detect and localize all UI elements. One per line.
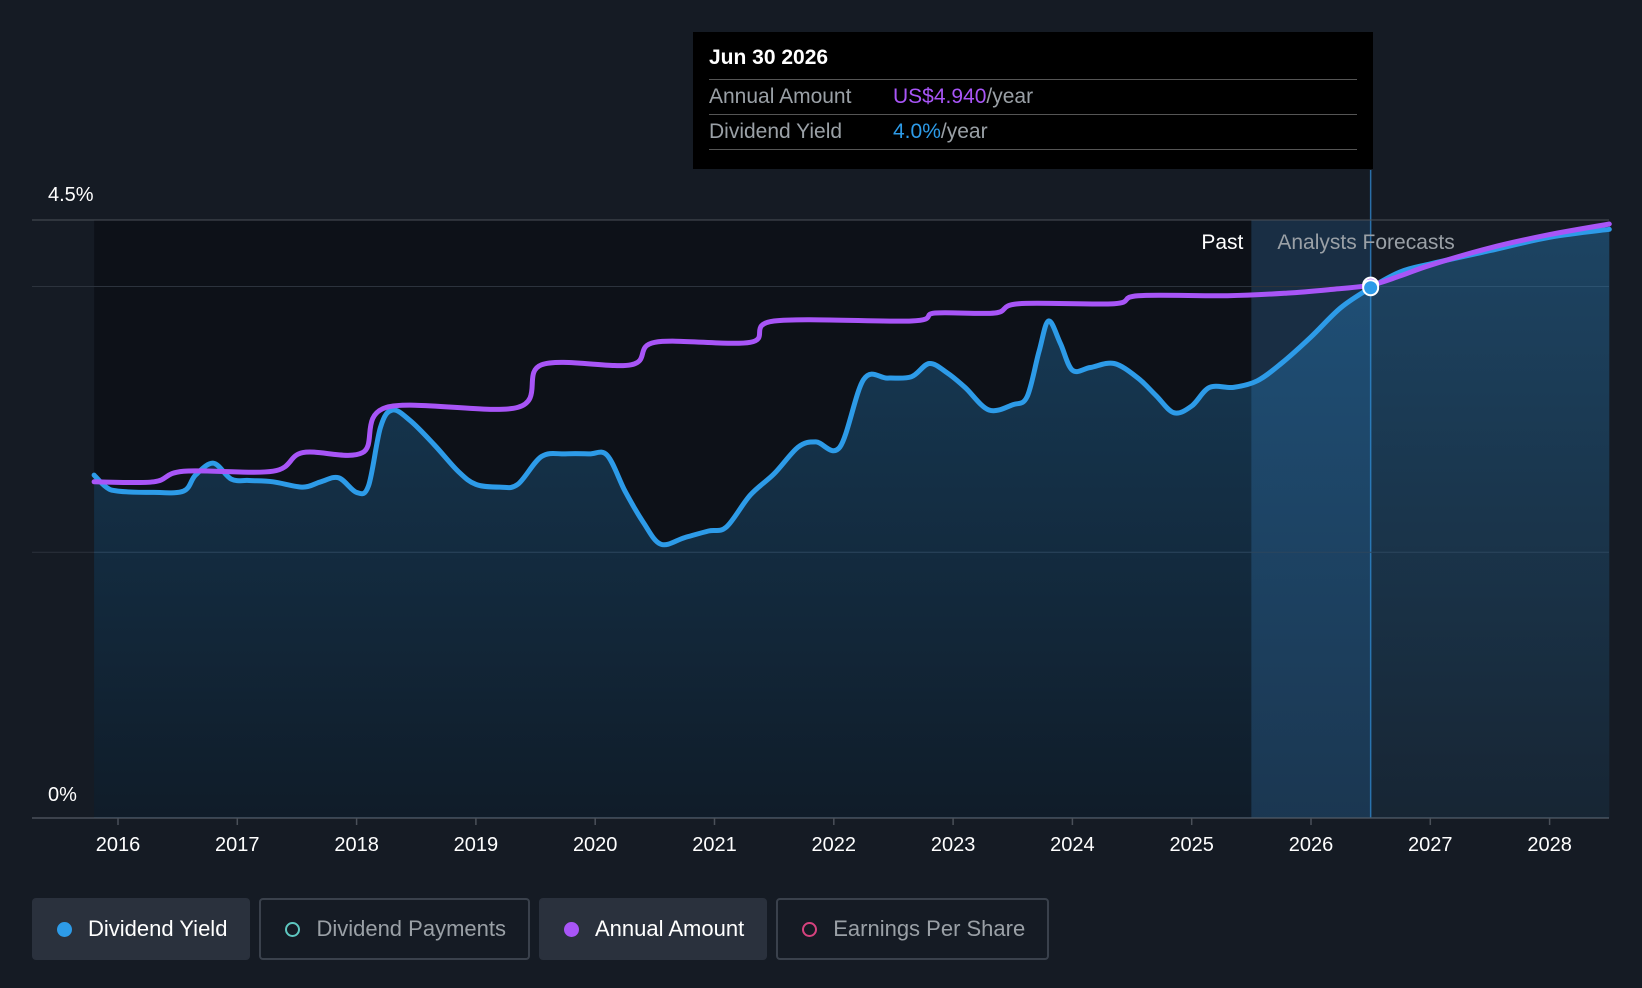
- annual-amount-dot-icon: [563, 921, 579, 937]
- legend-dividend-payments[interactable]: Dividend Payments: [259, 898, 530, 960]
- dividend-yield-line: [91, 226, 1612, 548]
- y-tick-label: 0%: [48, 784, 77, 806]
- dividend-yield-area: [94, 229, 1610, 819]
- x-tick-label: 2018: [334, 834, 379, 856]
- legend-label: Dividend Payments: [316, 916, 506, 941]
- tooltip-label: Dividend Yield: [709, 120, 843, 143]
- legend-earnings-per-share[interactable]: Earnings Per Share: [776, 898, 1050, 960]
- x-tick-label: 2021: [692, 834, 737, 856]
- chart-legend: Dividend Yield Dividend Payments Annual …: [32, 898, 1058, 960]
- earnings-per-share-ring-icon: [802, 921, 818, 937]
- x-tick-label: 2024: [1050, 834, 1095, 856]
- tooltip-value: US$4.940: [893, 85, 987, 108]
- x-tick-label: 2020: [573, 834, 618, 856]
- past-label: Past: [1201, 231, 1243, 254]
- dividend-payments-ring-icon: [285, 921, 301, 937]
- tooltip-value: 4.0%: [893, 120, 941, 143]
- legend-label: Annual Amount: [594, 916, 745, 941]
- legend-label: Dividend Yield: [88, 916, 228, 941]
- dividend-yield-highlight-point: [1362, 279, 1380, 297]
- x-tick-label: 2026: [1289, 834, 1334, 856]
- tooltip-date: Jun 30 2026: [709, 46, 1357, 80]
- x-tick-label: 2016: [96, 834, 141, 856]
- legend-annual-amount[interactable]: Annual Amount: [538, 898, 768, 960]
- tooltip-label: Annual Amount: [709, 85, 852, 108]
- dividend-yield-dot-icon: [57, 921, 72, 937]
- y-tick-label: 4.5%: [48, 184, 94, 206]
- x-tick-label: 2028: [1527, 834, 1572, 856]
- tooltip-row-dividend-yield: Dividend Yield 4.0% /year: [709, 115, 1357, 150]
- forecast-label: Analysts Forecasts: [1277, 231, 1454, 254]
- legend-label: Earnings Per Share: [833, 916, 1026, 941]
- tooltip-unit: /year: [940, 120, 988, 143]
- x-tick-label: 2017: [215, 834, 260, 856]
- chart-tooltip: Jun 30 2026 Annual Amount US$4.940 /year…: [693, 32, 1373, 169]
- tooltip-unit: /year: [986, 85, 1034, 108]
- x-tick-label: 2019: [454, 834, 499, 856]
- x-tick-label: 2027: [1408, 834, 1453, 856]
- x-tick-label: 2023: [931, 834, 976, 856]
- x-tick-label: 2025: [1169, 834, 1214, 856]
- x-tick-label: 2022: [812, 834, 857, 856]
- tooltip-row-annual-amount: Annual Amount US$4.940 /year: [709, 80, 1357, 115]
- legend-dividend-yield[interactable]: Dividend Yield: [32, 898, 251, 960]
